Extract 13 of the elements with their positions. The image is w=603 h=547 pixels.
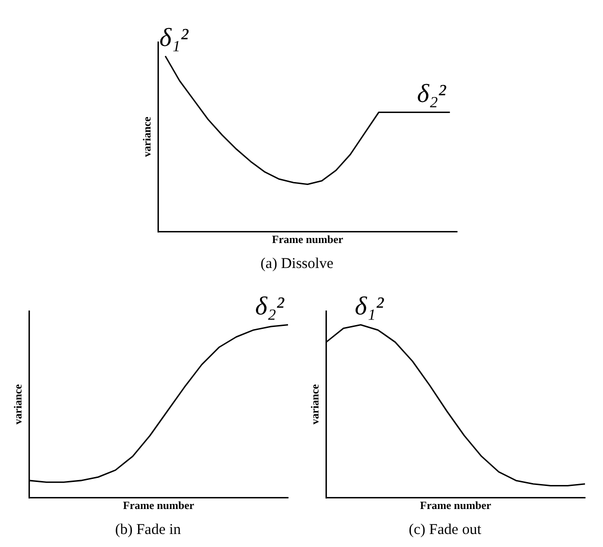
text: (a) Dissolve <box>260 256 334 272</box>
text: δ₁² <box>354 292 385 321</box>
text: (c) Fade out <box>408 522 482 538</box>
x-axis-title: Frame number <box>272 234 343 246</box>
x-axis-title: Frame number <box>123 500 194 512</box>
text: (b) Fade in <box>115 522 182 538</box>
y-axis-title: variance <box>309 384 322 425</box>
x-axis-title: Frame number <box>420 500 492 512</box>
text: δ₂² <box>255 292 286 321</box>
annotation: δ₂² <box>416 79 447 108</box>
text: δ₁² <box>158 22 189 52</box>
y-axis-title: variance <box>140 116 153 158</box>
y-axis-title: variance <box>12 384 24 425</box>
